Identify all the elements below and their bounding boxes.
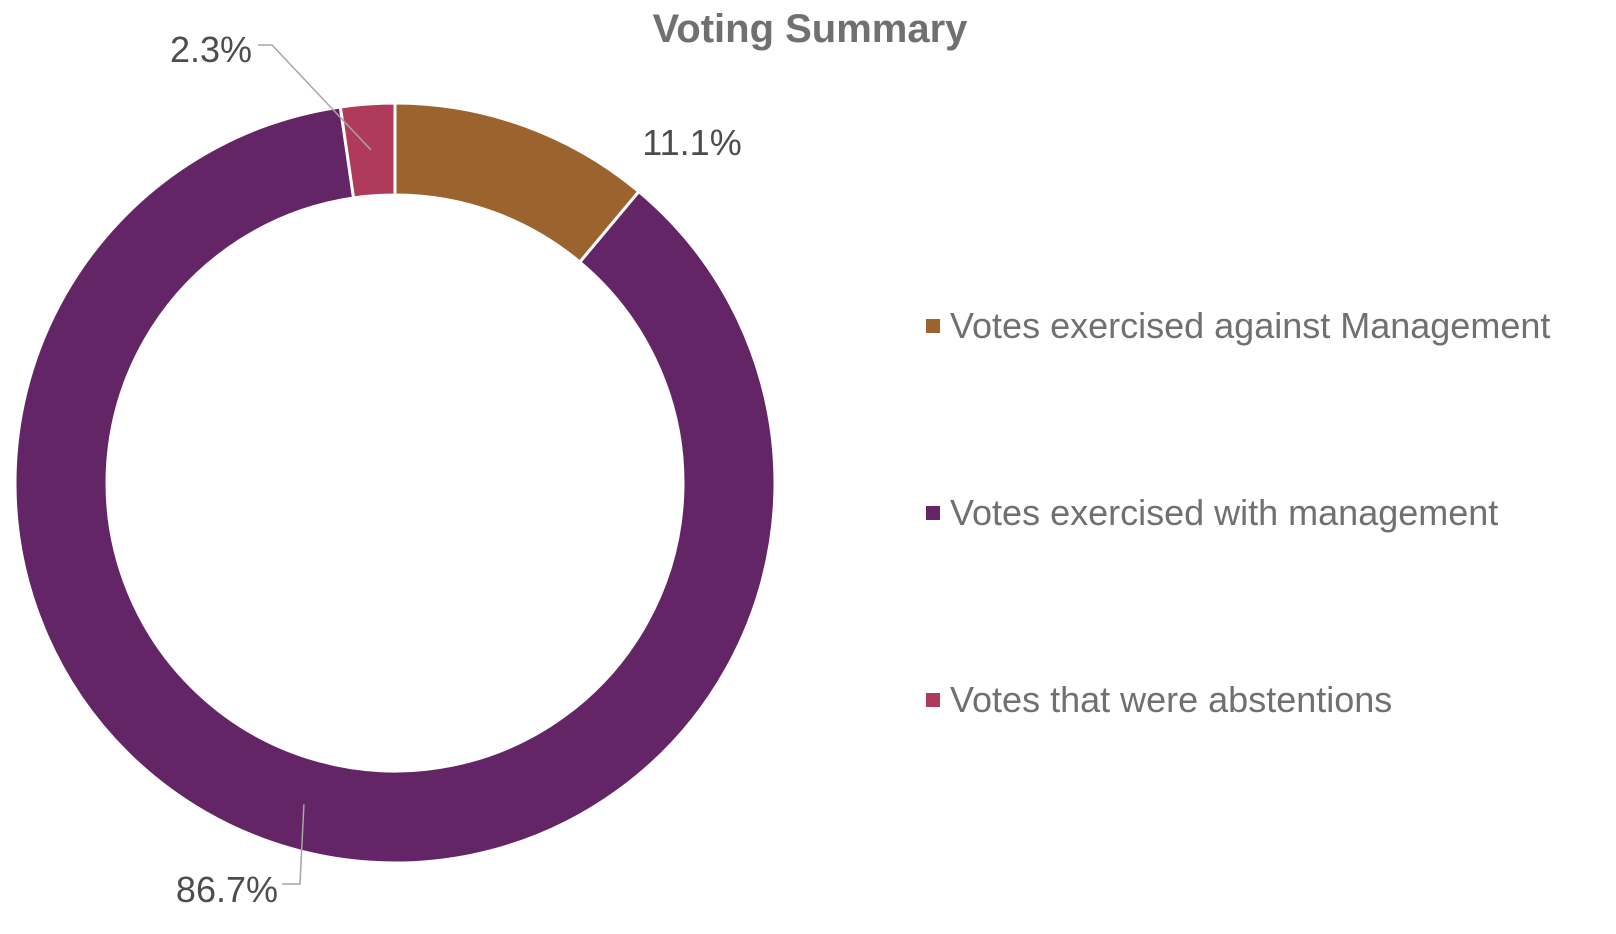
doughnut-slices <box>13 101 777 865</box>
data-label-votes-that-were-abstentions: 2.3% <box>170 29 252 70</box>
legend-swatch <box>926 693 940 707</box>
legend: Votes exercised against Management Votes … <box>926 305 1550 720</box>
legend-label: Votes exercised against Management <box>950 305 1550 346</box>
data-label-votes-exercised-against-management: 11.1% <box>642 122 741 163</box>
leader-line-votes-exercised-with-management <box>282 804 305 885</box>
legend-item-votes-exercised-against-management: Votes exercised against Management <box>926 305 1550 346</box>
leader-line-votes-that-were-abstentions <box>258 44 372 151</box>
chart-title: Voting Summary <box>653 7 969 51</box>
slice-votes-exercised-with-management <box>13 105 777 865</box>
legend-label: Votes exercised with management <box>950 492 1498 533</box>
leader-lines <box>258 44 372 885</box>
legend-item-votes-that-were-abstentions: Votes that were abstentions <box>926 679 1392 720</box>
slice-votes-that-were-abstentions <box>338 101 397 200</box>
data-labels: 11.1% 86.7% 2.3% <box>170 29 742 910</box>
data-label-votes-exercised-with-management: 86.7% <box>176 869 278 910</box>
legend-swatch <box>926 319 940 333</box>
legend-swatch <box>926 506 940 520</box>
legend-item-votes-exercised-with-management: Votes exercised with management <box>926 492 1498 533</box>
legend-label: Votes that were abstentions <box>950 679 1392 720</box>
